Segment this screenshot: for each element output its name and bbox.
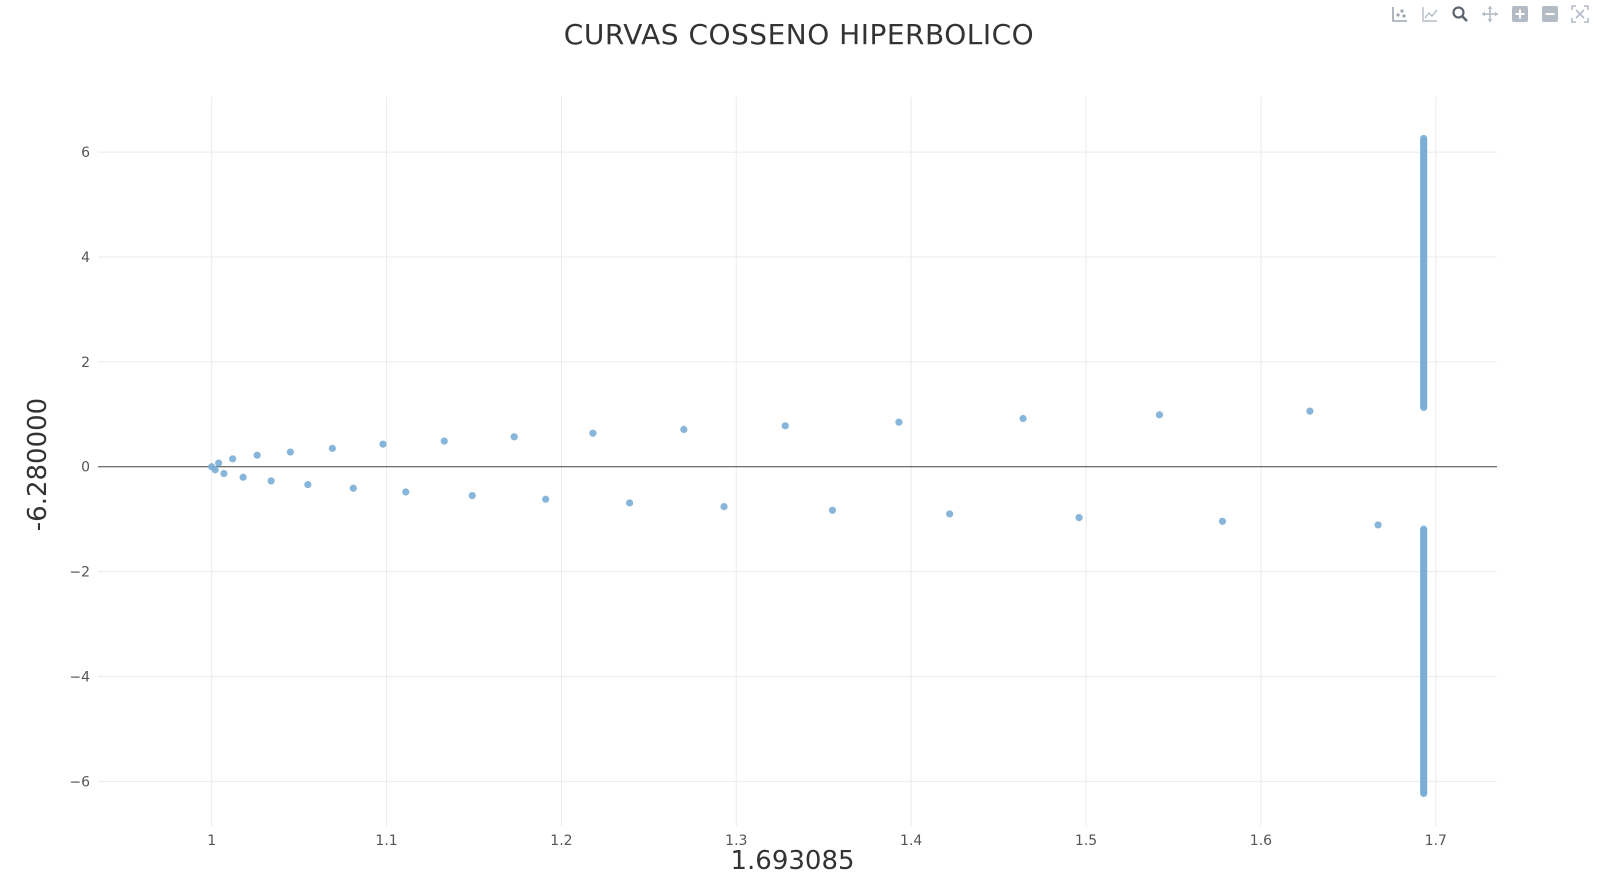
- data-point: [1374, 521, 1382, 529]
- data-point: [239, 473, 247, 481]
- data-point: [402, 488, 410, 496]
- data-point: [626, 499, 634, 507]
- modebar: [1390, 4, 1590, 24]
- data-point: [1420, 525, 1428, 533]
- chart-title: CURVAS COSSENO HIPERBOLICO: [563, 18, 1035, 51]
- data-point: [328, 444, 336, 452]
- x-tick-label: 1.6: [1250, 833, 1272, 849]
- data-point: [349, 484, 357, 492]
- x-tick-label: 1.1: [375, 833, 397, 849]
- data-point: [267, 477, 275, 485]
- data-point: [1075, 514, 1083, 522]
- data-point: [304, 480, 312, 489]
- line-chart-icon[interactable]: [1420, 4, 1440, 24]
- data-point: [946, 510, 954, 518]
- grid: [98, 97, 1497, 826]
- data-point: [542, 495, 550, 503]
- data-point: [215, 459, 223, 467]
- x-ticks: 1 1.1 1.2 1.3 1.4 1.5 1.6 1.7: [207, 833, 1447, 849]
- zoom-icon[interactable]: [1450, 4, 1470, 24]
- x-tick-label: 1: [207, 833, 216, 849]
- data-point: [1306, 407, 1314, 415]
- data-point: [510, 433, 518, 441]
- data-point: [1019, 414, 1027, 423]
- x-tick-label: 1.2: [550, 833, 572, 849]
- x-tick-label: 1.3: [725, 833, 747, 849]
- data-point: [253, 451, 261, 459]
- autoscale-icon[interactable]: [1570, 4, 1590, 24]
- y-tick-label: −4: [69, 670, 90, 686]
- y-ticks: −6 −4 −2 0 2 4 6: [69, 145, 90, 790]
- y-tick-label: 0: [81, 460, 90, 476]
- data-point: [895, 418, 903, 426]
- data-point: [1420, 134, 1428, 143]
- data-point: [828, 506, 837, 514]
- data-point: [1155, 411, 1164, 419]
- points: [208, 134, 1428, 798]
- data-point: [1218, 517, 1227, 525]
- data-point: [379, 440, 387, 448]
- data-point: [781, 422, 789, 430]
- compare-data-icon[interactable]: [1390, 4, 1410, 24]
- data-point: [286, 448, 294, 456]
- y-tick-label: −2: [69, 565, 90, 581]
- pan-icon[interactable]: [1480, 4, 1500, 24]
- data-point: [720, 503, 728, 511]
- y-tick-label: 2: [81, 355, 90, 371]
- zoom-in-icon[interactable]: [1510, 4, 1530, 24]
- y-tick-label: 6: [81, 145, 90, 161]
- x-tick-label: 1.5: [1075, 833, 1097, 849]
- x-axis-title: 1.693085: [730, 846, 854, 876]
- x-tick-label: 1.4: [900, 833, 922, 849]
- y-axis-title: -6.280000: [23, 398, 53, 531]
- data-point: [589, 429, 597, 437]
- zoom-out-icon[interactable]: [1540, 4, 1560, 24]
- data-point: [211, 466, 219, 474]
- y-tick-label: 4: [81, 250, 90, 266]
- y-tick-label: −6: [69, 774, 90, 790]
- data-point: [440, 437, 448, 445]
- data-point: [468, 491, 476, 500]
- data-point: [680, 425, 688, 434]
- data-point: [229, 455, 237, 463]
- data-point: [220, 469, 228, 478]
- x-tick-label: 1.7: [1425, 833, 1447, 849]
